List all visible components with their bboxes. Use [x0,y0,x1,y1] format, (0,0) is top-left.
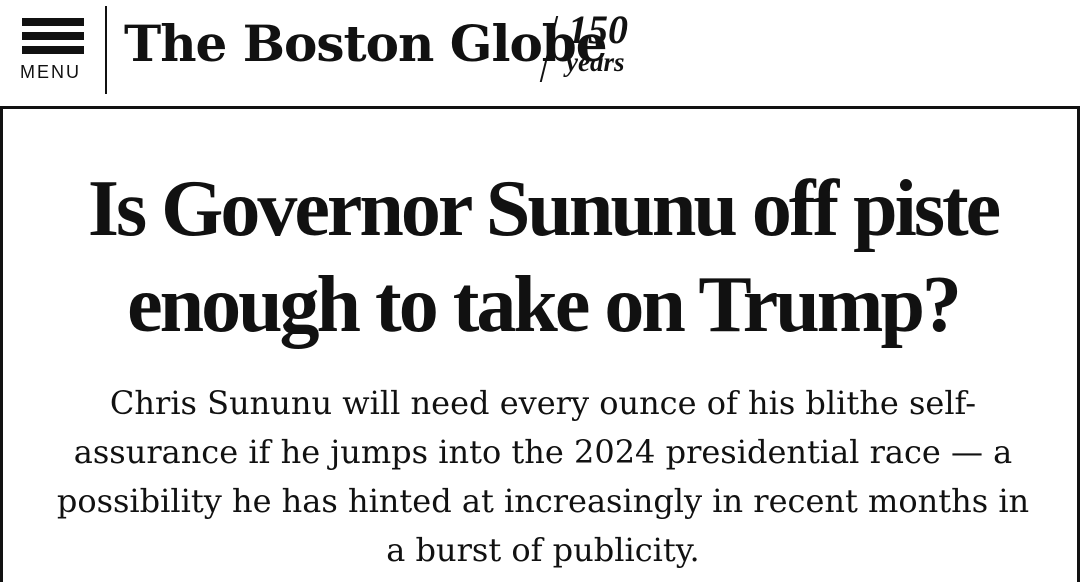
anniversary-number: 150 [568,7,628,52]
hamburger-icon-bar [22,46,84,54]
site-header: MENU The Boston Globe 150 years [0,0,1080,106]
article-card: Is Governor Sununu off piste enough to t… [0,106,1080,582]
article-dek: Chris Sununu will need every ounce of hi… [56,384,1030,569]
anniversary-word: years [566,47,625,77]
menu-button[interactable]: MENU [18,18,90,88]
hamburger-icon [22,18,84,26]
hamburger-icon-bar [22,32,84,40]
header-divider [105,6,107,94]
site-logo[interactable]: The Boston Globe [124,14,608,73]
menu-label: MENU [20,62,81,82]
article-headline[interactable]: Is Governor Sununu off piste enough to t… [87,165,1001,349]
